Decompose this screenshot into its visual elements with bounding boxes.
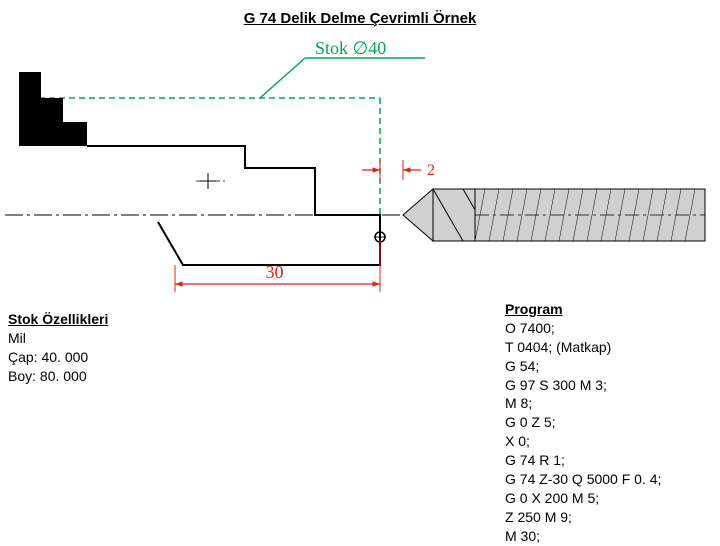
svg-text:2: 2 bbox=[427, 162, 435, 179]
stock-properties-block: Stok Özellikleri Mil Çap: 40. 000 Boy: 8… bbox=[8, 310, 108, 386]
program-line: Z 250 M 9; bbox=[505, 508, 661, 527]
program-line: G 97 S 300 M 3; bbox=[505, 376, 661, 395]
stock-line: Boy: 80. 000 bbox=[8, 367, 108, 386]
page-title: G 74 Delik Delme Çevrimli Örnek bbox=[180, 10, 540, 27]
program-line: G 74 Z-30 Q 5000 F 0. 4; bbox=[505, 470, 661, 489]
program-line: X 0; bbox=[505, 432, 661, 451]
program-line: M 8; bbox=[505, 394, 661, 413]
program-line: G 74 R 1; bbox=[505, 451, 661, 470]
program-block: Program O 7400; T 0404; (Matkap) G 54; G… bbox=[505, 300, 661, 546]
program-header: Program bbox=[505, 300, 661, 319]
stock-line: Çap: 40. 000 bbox=[8, 348, 108, 367]
program-line: T 0404; (Matkap) bbox=[505, 338, 661, 357]
program-line: G 54; bbox=[505, 357, 661, 376]
technical-diagram: Stok ∅40 30 2 bbox=[5, 40, 715, 295]
stock-header: Stok Özellikleri bbox=[8, 310, 108, 329]
stock-line: Mil bbox=[8, 329, 108, 348]
program-line: G 0 Z 5; bbox=[505, 413, 661, 432]
program-line: M 30; bbox=[505, 527, 661, 546]
program-line: O 7400; bbox=[505, 319, 661, 338]
svg-text:Stok ∅40: Stok ∅40 bbox=[315, 40, 386, 58]
program-line: G 0 X 200 M 5; bbox=[505, 489, 661, 508]
svg-text:30: 30 bbox=[266, 262, 284, 282]
